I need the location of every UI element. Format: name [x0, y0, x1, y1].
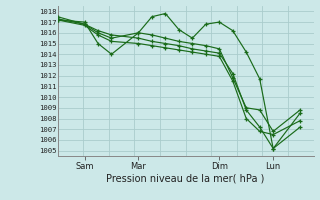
X-axis label: Pression niveau de la mer( hPa ): Pression niveau de la mer( hPa ) — [107, 173, 265, 183]
